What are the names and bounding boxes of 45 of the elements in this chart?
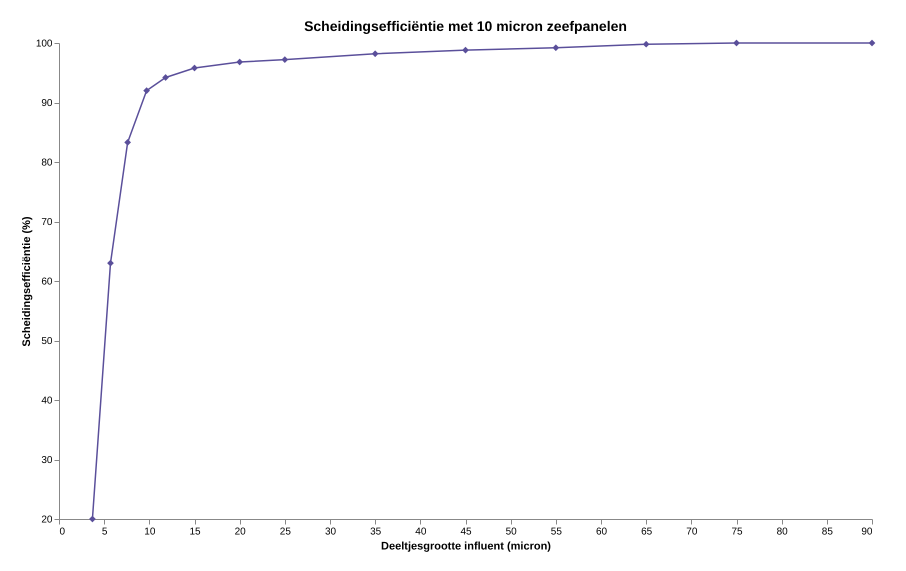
y-tick-label: 20 (41, 514, 53, 526)
point (124, 139, 132, 146)
x-tick-label: 25 (280, 526, 292, 538)
point (372, 50, 379, 58)
x-axis-title: Deeltjesgrootte influent (micron) (381, 540, 552, 552)
x-tick-label: 55 (550, 526, 562, 538)
point (733, 40, 740, 46)
point (642, 40, 650, 48)
x-tick-label: 0 (60, 526, 66, 538)
point (89, 516, 96, 522)
x-tick-label: 15 (189, 526, 201, 538)
x-tick-label: 35 (370, 526, 382, 538)
point (107, 260, 114, 267)
x-tick-label: 20 (234, 526, 246, 538)
x-tick-label: 10 (144, 526, 156, 538)
point (143, 87, 150, 94)
x-tick-label: 40 (415, 526, 427, 538)
y-tick-label: 30 (41, 455, 53, 466)
x-tick-label: 75 (731, 526, 743, 538)
y-tick-label: 50 (41, 336, 53, 347)
x-tick-label: 60 (596, 526, 608, 538)
y-tick-label: 60 (41, 276, 53, 288)
point (281, 56, 288, 64)
point (191, 64, 198, 72)
point (462, 46, 469, 54)
x-tick-label: 50 (506, 526, 518, 538)
y-tick-label: 90 (41, 98, 53, 109)
x-tick-label: 85 (822, 526, 834, 538)
x-tick-label: 70 (686, 526, 698, 538)
point (552, 44, 560, 52)
point (162, 74, 169, 81)
y-tick-label: 100 (36, 38, 53, 50)
point (236, 58, 244, 66)
x-tick-label: 65 (641, 526, 653, 538)
point (868, 40, 876, 46)
x-tick-label: 80 (776, 526, 788, 538)
y-tick-label: 40 (41, 396, 53, 406)
y-tick-label: 70 (41, 217, 53, 228)
chart-title: Scheidingsefficiëntie met 10 micron zeefpanelen (304, 18, 627, 34)
x-tick-label: 30 (324, 526, 336, 538)
x-tick-label: 45 (460, 526, 472, 538)
y-axis-title: Scheidingsefficiëntie (%) (20, 216, 33, 347)
y-tick-label: 80 (41, 158, 53, 168)
x-tick-label: 5 (102, 526, 108, 538)
x-tick-label: 90 (861, 526, 873, 538)
